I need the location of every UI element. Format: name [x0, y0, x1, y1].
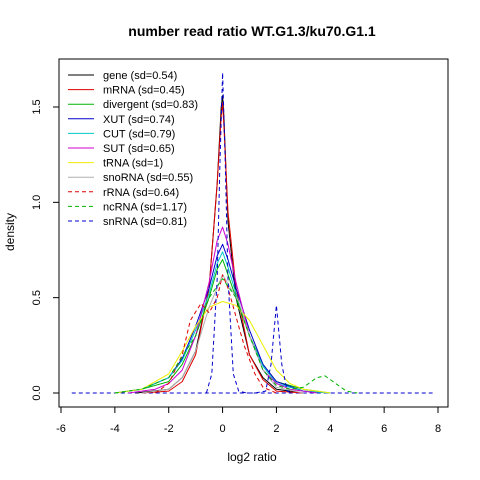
chart-title: number read ratio WT.G1.3/ku70.G1.1 — [128, 23, 376, 39]
series-line-4 — [114, 251, 331, 394]
plot-frame — [58, 58, 449, 408]
series-line-1 — [141, 102, 304, 394]
x-tick-label: -2 — [164, 423, 174, 435]
y-tick-label: 0.0 — [31, 385, 43, 400]
series-line-6 — [114, 301, 331, 394]
y-axis-label: density — [3, 213, 17, 251]
legend-label: divergent (sd=0.83) — [103, 99, 198, 111]
series-line-10 — [205, 72, 293, 394]
x-axis: -6 -4 -2 0 2 4 6 8 — [56, 407, 441, 435]
series-line-2 — [114, 259, 331, 394]
x-tick-label: 6 — [381, 423, 387, 435]
legend: gene (sd=0.54) mRNA (sd=0.45) divergent (s… — [68, 70, 198, 228]
y-axis: 0.0 0.5 1.0 1.5 — [31, 99, 59, 401]
legend-label: tRNA (sd=1) — [103, 158, 163, 170]
x-tick-label: 0 — [220, 423, 226, 435]
x-tick-label: -6 — [56, 423, 66, 435]
legend-label: ncRNA (sd=1.17) — [103, 201, 187, 213]
x-tick-label: 8 — [435, 423, 441, 435]
x-tick-label: -4 — [110, 423, 120, 435]
series-line-3 — [114, 243, 331, 394]
x-tick-label: 4 — [327, 423, 333, 435]
x-tick-label: 2 — [273, 423, 279, 435]
legend-label: snRNA (sd=0.81) — [103, 216, 187, 228]
legend-label: mRNA (sd=0.45) — [103, 85, 185, 97]
y-tick-label: 1.0 — [31, 195, 43, 210]
legend-label: SUT (sd=0.65) — [103, 143, 175, 155]
legend-label: rRNA (sd=0.64) — [103, 187, 179, 199]
legend-label: gene (sd=0.54) — [103, 70, 177, 82]
legend-label: XUT (sd=0.74) — [103, 114, 175, 126]
series-line-5 — [128, 226, 317, 394]
legend-label: CUT (sd=0.79) — [103, 128, 175, 140]
series-layer — [71, 72, 433, 394]
y-tick-label: 0.5 — [31, 290, 43, 305]
legend-label: snoRNA (sd=0.55) — [103, 172, 193, 184]
x-axis-label: log2 ratio — [227, 450, 277, 464]
y-tick-label: 1.5 — [31, 99, 43, 114]
